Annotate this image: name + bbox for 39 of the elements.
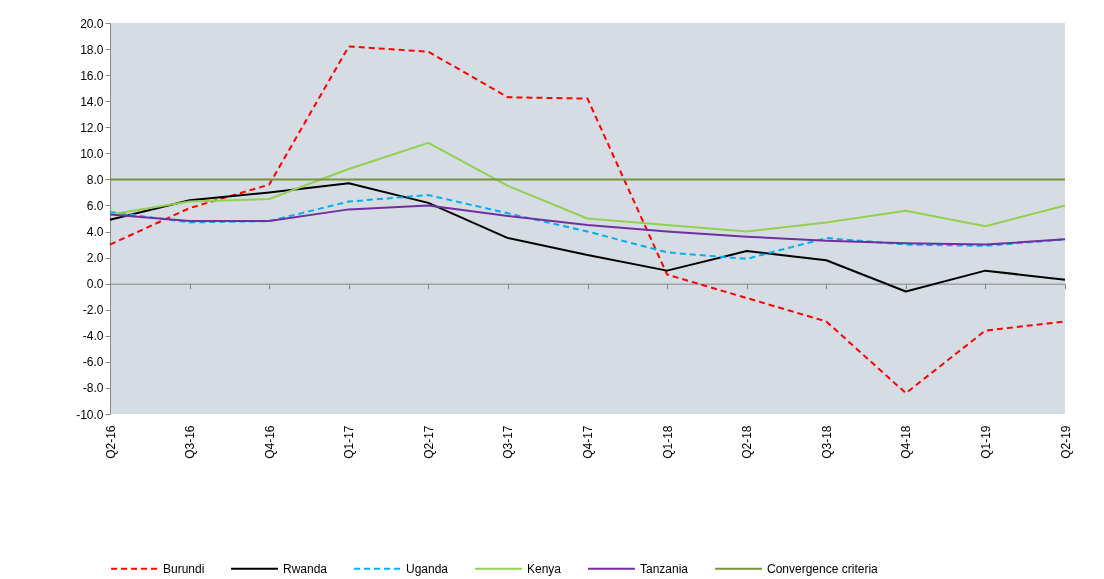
- y-tick-label: -8.0: [82, 381, 104, 396]
- legend-label: Convergence criteria: [767, 561, 879, 576]
- x-tick-label: Q2-17: [421, 425, 436, 459]
- x-tick-label: Q3-16: [183, 425, 198, 459]
- y-tick-label: 4.0: [86, 225, 104, 240]
- y-tick-label: 8.0: [86, 172, 104, 187]
- x-tick-label: Q2-19: [1058, 425, 1073, 459]
- y-tick-label: 0.0: [86, 277, 104, 292]
- x-tick-label: Q2-18: [740, 425, 755, 459]
- x-tick-label: Q3-17: [501, 425, 516, 459]
- y-tick-label: -10.0: [76, 407, 104, 422]
- x-tick-label: Q2-16: [103, 425, 118, 459]
- y-tick-label: 16.0: [80, 68, 104, 83]
- y-tick-label: 14.0: [80, 94, 104, 109]
- x-tick-label: Q4-17: [581, 425, 595, 459]
- x-tick-label: Q4-18: [899, 425, 914, 459]
- x-tick-label: Q1-18: [660, 425, 675, 459]
- legend-label: Burundi: [163, 561, 205, 576]
- x-tick-label: Q1-17: [342, 425, 357, 459]
- y-tick-label: -4.0: [82, 329, 104, 344]
- x-tick-label: Q1-19: [978, 425, 993, 459]
- y-tick-label: -6.0: [82, 355, 104, 370]
- line-series: [109, 204, 1066, 246]
- legend-label: Kenya: [527, 561, 562, 576]
- x-tick-label: Q3-18: [819, 425, 834, 459]
- line-series: [109, 45, 1066, 395]
- y-tick-label: 10.0: [80, 146, 104, 161]
- y-tick-label: 6.0: [86, 198, 104, 213]
- legend-label: Tanzania: [640, 561, 689, 576]
- y-tick-label: 2.0: [86, 251, 104, 266]
- line-series: [109, 141, 1066, 233]
- line-series: [109, 182, 1066, 293]
- y-tick-label: 20.0: [80, 16, 104, 31]
- legend-label: Uganda: [406, 561, 449, 576]
- legend-label: Rwanda: [283, 561, 328, 576]
- y-tick-label: 12.0: [80, 120, 104, 135]
- y-tick-label: 18.0: [80, 42, 104, 57]
- y-tick-label: -2.0: [82, 303, 104, 318]
- x-tick-label: Q4-16: [262, 425, 277, 459]
